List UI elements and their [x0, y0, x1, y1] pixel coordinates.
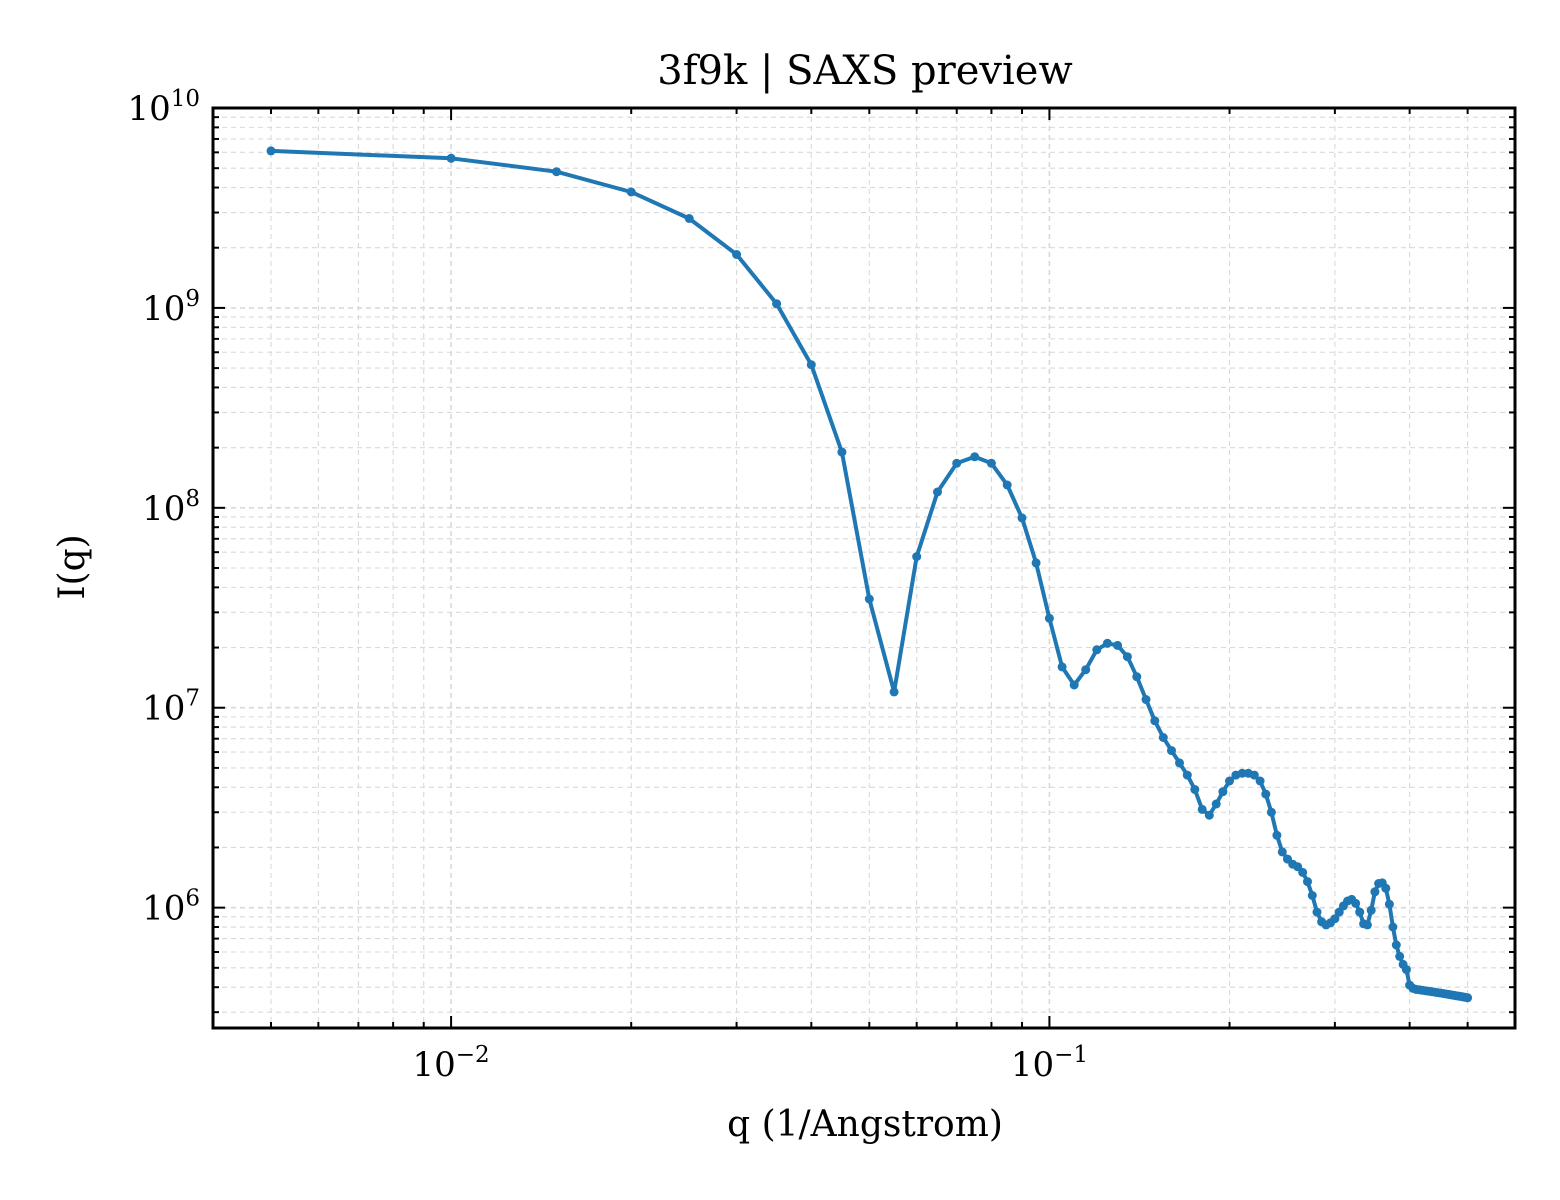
chart-title: 3f9k | SAXS preview: [657, 48, 1072, 94]
data-point: [806, 360, 816, 370]
data-point: [1057, 662, 1067, 672]
data-point: [1463, 993, 1473, 1003]
data-point: [1388, 922, 1398, 932]
x-tick-label: 10−1: [1011, 1042, 1088, 1085]
y-tick-label: 107: [142, 686, 200, 729]
data-point: [1384, 899, 1394, 909]
data-series: [266, 146, 1473, 1003]
x-axis-label: q (1/Angstrom): [727, 1104, 1003, 1145]
data-point: [1255, 776, 1265, 786]
y-tick-label: 106: [142, 886, 200, 929]
data-point: [1381, 883, 1391, 893]
data-point: [1272, 830, 1282, 840]
data-point: [1355, 907, 1365, 917]
data-point: [446, 153, 456, 163]
data-point: [1204, 810, 1214, 820]
data-point: [986, 458, 996, 468]
data-point: [1225, 776, 1234, 786]
data-point: [1122, 652, 1132, 662]
data-point: [1141, 695, 1151, 704]
data-point: [1395, 951, 1405, 961]
data-point: [1031, 558, 1041, 568]
data-point: [912, 552, 922, 562]
data-point: [1081, 665, 1091, 675]
data-point: [970, 452, 980, 462]
x-tick-label: 10−2: [413, 1042, 490, 1085]
data-point: [1044, 613, 1054, 623]
data-point: [626, 187, 636, 197]
y-tick-label: 108: [142, 486, 200, 529]
data-point: [1190, 785, 1200, 794]
data-point: [1249, 770, 1259, 780]
data-point: [1167, 746, 1176, 756]
data-point: [952, 458, 962, 468]
data-point: [1182, 770, 1192, 780]
data-point: [1362, 920, 1372, 930]
data-point: [1303, 877, 1312, 887]
data-point: [1132, 672, 1142, 682]
data-point: [1150, 716, 1160, 726]
data-point: [552, 167, 561, 177]
data-point: [1017, 513, 1027, 523]
data-point: [266, 146, 276, 156]
grid-lines: [212, 107, 1515, 1028]
axis-ticks: 10−2 10−1 106 107 108 109 1010: [127, 86, 1515, 1085]
data-point: [1092, 645, 1102, 655]
data-point: [1391, 940, 1401, 950]
data-point: [1069, 680, 1079, 690]
data-point: [889, 687, 899, 697]
data-point: [684, 214, 694, 223]
data-point: [1211, 799, 1221, 809]
data-point: [1330, 914, 1340, 924]
data-point: [1102, 638, 1112, 648]
data-point: [772, 299, 782, 309]
y-axis-label: I(q): [52, 534, 93, 599]
data-point: [837, 447, 847, 457]
data-point: [1261, 789, 1271, 799]
data-point: [1002, 480, 1012, 490]
data-point: [732, 250, 742, 259]
data-point: [1218, 787, 1228, 797]
data-point: [864, 594, 874, 604]
data-point: [1277, 847, 1287, 857]
data-point: [1370, 887, 1380, 897]
data-point: [1266, 807, 1276, 817]
data-point: [1401, 965, 1411, 975]
data-point: [1298, 867, 1308, 877]
series-line: [269, 148, 1470, 1000]
data-point: [1351, 898, 1361, 908]
data-point: [1312, 907, 1322, 917]
y-tick-label: 109: [142, 286, 200, 329]
data-point: [1366, 905, 1376, 915]
data-point: [1197, 804, 1207, 814]
data-point: [1175, 758, 1184, 768]
y-tick-label: 1010: [127, 86, 200, 129]
data-point: [1113, 640, 1123, 650]
data-point: [1307, 891, 1317, 900]
data-point: [1158, 733, 1168, 742]
data-point: [933, 487, 942, 497]
